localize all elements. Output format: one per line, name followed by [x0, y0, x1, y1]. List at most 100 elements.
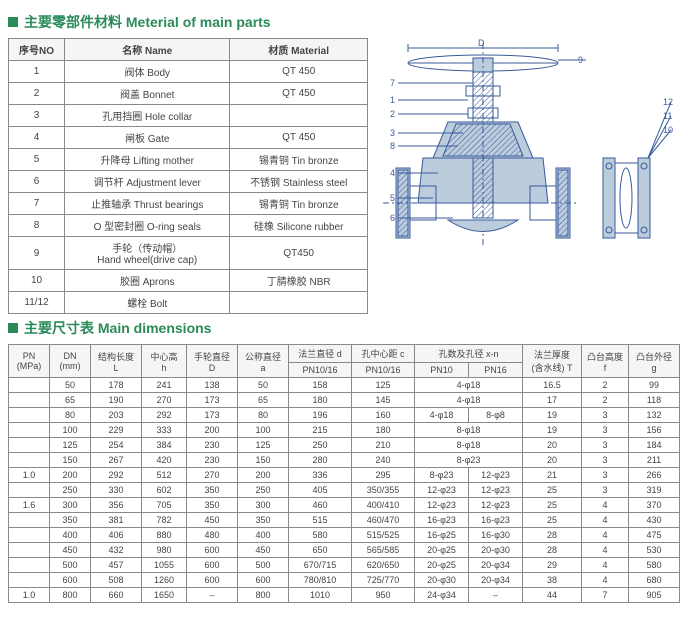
dims-header: 法兰直径 d: [289, 345, 352, 363]
dims-header: 凸台高度 f: [582, 345, 629, 378]
dims-header: 中心高 h: [142, 345, 187, 378]
table-cell: [9, 393, 50, 408]
table-row: 6005081260600600780/810725/77020-φ3020-φ…: [9, 573, 680, 588]
table-cell: 1.6: [9, 498, 50, 513]
table-cell: 闸板 Gate: [65, 127, 230, 149]
table-cell: 350: [50, 513, 91, 528]
dims-subheader: PN10: [415, 363, 469, 378]
table-cell: 530: [629, 543, 680, 558]
table-cell: 16-φ23: [415, 513, 469, 528]
table-cell: 2: [9, 83, 65, 105]
table-cell: 1260: [142, 573, 187, 588]
table-cell: 3: [582, 423, 629, 438]
table-cell: QT 450: [230, 61, 368, 83]
table-cell: 270: [142, 393, 187, 408]
table-cell: 1.0: [9, 468, 50, 483]
table-cell: 980: [142, 543, 187, 558]
table-cell: 21: [523, 468, 582, 483]
callout-number: 3: [390, 128, 395, 138]
table-cell: 16-φ25: [415, 528, 469, 543]
table-cell: 4-φ18: [415, 408, 469, 423]
table-cell: 158: [289, 378, 352, 393]
table-cell: 782: [142, 513, 187, 528]
table-cell: 20-φ30: [415, 573, 469, 588]
table-cell: –: [469, 588, 523, 603]
table-cell: 4: [582, 498, 629, 513]
table-row: 3孔用挡圈 Hole collar: [9, 105, 368, 127]
table-cell: 螺栓 Bolt: [65, 292, 230, 314]
table-cell: 10: [9, 270, 65, 292]
parts-table: 序号NO名称 Name材质 Material 1阀体 BodyQT 4502阀盖…: [8, 38, 368, 314]
table-cell: 阀体 Body: [65, 61, 230, 83]
table-cell: [9, 543, 50, 558]
table-cell: 125: [352, 378, 415, 393]
table-row: 400406880480400580515/52516-φ2516-φ30284…: [9, 528, 680, 543]
table-row: 7止推轴承 Thrust bearings锡青铜 Tin bronze: [9, 193, 368, 215]
table-cell: 132: [629, 408, 680, 423]
table-cell: 65: [238, 393, 289, 408]
table-cell: 4: [582, 528, 629, 543]
table-cell: 8-φ8: [469, 408, 523, 423]
table-cell: 3: [582, 468, 629, 483]
table-cell: 950: [352, 588, 415, 603]
table-cell: 650: [289, 543, 352, 558]
callout-number: 2: [390, 109, 395, 119]
table-cell: 12-φ23: [469, 498, 523, 513]
dims-subheader: PN16: [469, 363, 523, 378]
table-cell: 145: [352, 393, 415, 408]
table-cell: 28: [523, 528, 582, 543]
table-cell: 9: [9, 237, 65, 270]
callout-number: 8: [390, 141, 395, 151]
table-cell: 450: [187, 513, 238, 528]
table-cell: 99: [629, 378, 680, 393]
table-cell: 250: [238, 483, 289, 498]
table-cell: 460: [289, 498, 352, 513]
table-cell: 3: [582, 453, 629, 468]
table-cell: 254: [91, 438, 142, 453]
table-cell: 173: [187, 408, 238, 423]
table-cell: 292: [91, 468, 142, 483]
table-cell: 20-φ30: [469, 543, 523, 558]
table-cell: 4: [9, 127, 65, 149]
table-cell: 400: [50, 528, 91, 543]
table-cell: 680: [629, 573, 680, 588]
table-cell: 295: [352, 468, 415, 483]
table-cell: 2: [582, 378, 629, 393]
table-row: 1502674202301502802408-φ23203211: [9, 453, 680, 468]
top-row: 序号NO名称 Name材质 Material 1阀体 BodyQT 4502阀盖…: [8, 38, 680, 314]
table-cell: 20-φ25: [415, 543, 469, 558]
table-cell: 475: [629, 528, 680, 543]
table-cell: 200: [238, 468, 289, 483]
table-cell: 锡青铜 Tin bronze: [230, 193, 368, 215]
table-cell: 432: [91, 543, 142, 558]
table-cell: 160: [352, 408, 415, 423]
callout-number: 6: [390, 213, 395, 223]
table-cell: 17: [523, 393, 582, 408]
table-cell: 2: [582, 393, 629, 408]
table-cell: 457: [91, 558, 142, 573]
table-cell: 50: [238, 378, 289, 393]
table-cell: 20-φ34: [469, 573, 523, 588]
table-cell: 100: [238, 423, 289, 438]
table-cell: 405: [289, 483, 352, 498]
table-cell: 8-φ23: [415, 468, 469, 483]
table-cell: 7: [9, 193, 65, 215]
table-cell: [9, 408, 50, 423]
table-cell: 670/715: [289, 558, 352, 573]
table-cell: 200: [50, 468, 91, 483]
table-cell: 880: [142, 528, 187, 543]
table-cell: 356: [91, 498, 142, 513]
table-cell: 319: [629, 483, 680, 498]
table-cell: 565/585: [352, 543, 415, 558]
table-cell: 515: [289, 513, 352, 528]
table-cell: 250: [50, 483, 91, 498]
table-cell: 620/650: [352, 558, 415, 573]
title-mark: [8, 17, 18, 27]
table-cell: 阀盖 Bonnet: [65, 83, 230, 105]
table-cell: 118: [629, 393, 680, 408]
table-cell: 1010: [289, 588, 352, 603]
table-cell: 350: [187, 483, 238, 498]
table-row: 9手轮（传动帽） Hand wheel(drive cap)QT450: [9, 237, 368, 270]
table-row: 1.6300356705350300460400/41012-φ2312-φ23…: [9, 498, 680, 513]
table-cell: [9, 558, 50, 573]
